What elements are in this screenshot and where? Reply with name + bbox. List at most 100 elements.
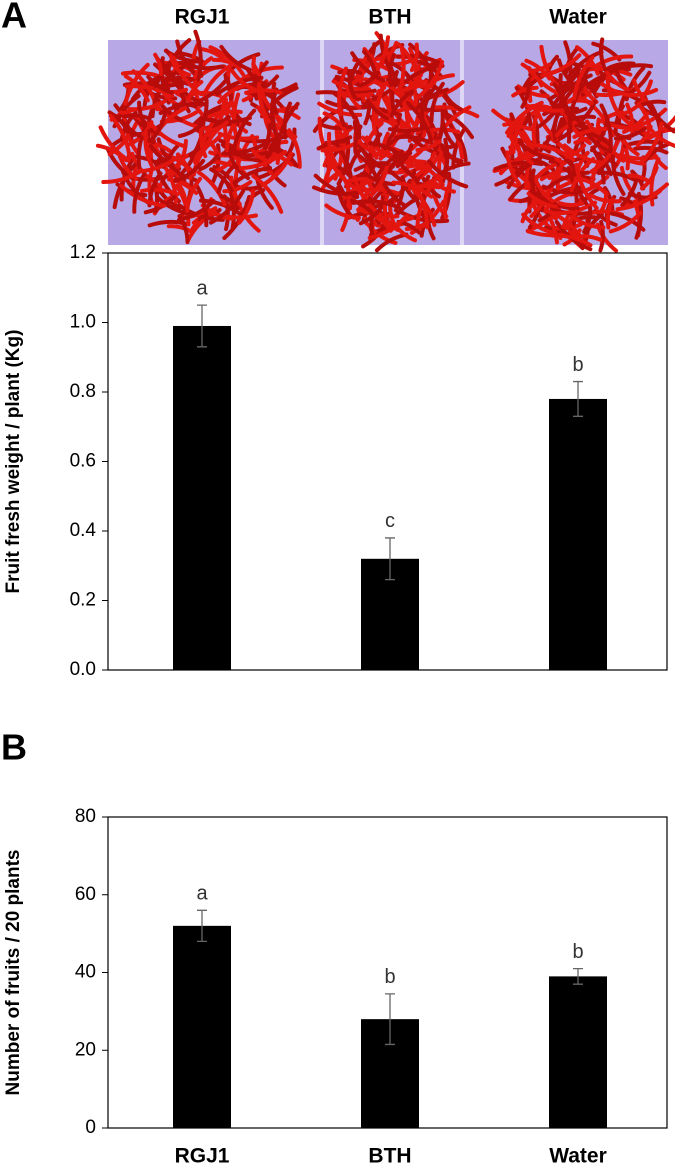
error-bar [573, 380, 583, 417]
pepper [534, 162, 557, 181]
pepper [171, 102, 198, 109]
pepper [327, 131, 339, 167]
pepper [511, 85, 539, 98]
pepper [613, 126, 647, 141]
pepper [193, 29, 203, 81]
pepper [176, 182, 188, 206]
pepper [253, 170, 274, 210]
y-tick-label: 20 [75, 1039, 96, 1060]
error-bar [385, 993, 395, 1046]
pepper-photo [95, 29, 675, 253]
pepper [583, 129, 611, 153]
pepper [368, 141, 405, 159]
pepper [231, 108, 257, 155]
pepper [526, 191, 558, 209]
pepper [552, 109, 562, 141]
pepper [391, 149, 420, 182]
pepper [185, 176, 203, 213]
significance-label: b [384, 966, 395, 988]
significance-label: a [196, 277, 208, 299]
pepper [196, 170, 227, 207]
pepper [566, 166, 583, 194]
pepper [382, 193, 390, 219]
pepper [390, 219, 418, 243]
pepper [572, 127, 609, 139]
y-tick-label: 0.0 [70, 659, 96, 680]
category-label: BTH [368, 6, 411, 29]
pepper [430, 178, 456, 194]
pepper [211, 57, 242, 69]
pepper [322, 111, 347, 132]
pepper [119, 183, 167, 208]
pepper [351, 199, 402, 210]
pepper [366, 98, 390, 121]
pepper [350, 51, 386, 83]
pepper [572, 55, 595, 101]
y-axis-label: Fruit fresh weight / plant (Kg) [3, 330, 24, 594]
y-tick-label: 0.8 [70, 381, 96, 402]
pepper [634, 191, 644, 240]
pepper [244, 88, 283, 95]
pepper [132, 171, 147, 214]
pepper [608, 210, 643, 234]
pepper [219, 44, 252, 72]
pepper [352, 175, 381, 216]
pepper [146, 74, 174, 95]
pepper [251, 174, 284, 214]
pepper [563, 113, 592, 146]
pepper [582, 206, 593, 234]
panel-label: A [1, 0, 27, 36]
pepper [162, 163, 178, 204]
pepper [398, 163, 423, 173]
pepper [219, 194, 240, 211]
pepper [609, 211, 646, 232]
pepper [169, 153, 189, 179]
pepper [122, 115, 141, 156]
pepper [360, 135, 379, 160]
pepper [399, 83, 434, 94]
pepper [540, 53, 582, 78]
pepper [209, 188, 246, 225]
pepper [505, 150, 522, 186]
pepper [442, 92, 463, 112]
significance-label: a [196, 883, 208, 905]
pepper [222, 180, 253, 194]
pepper [427, 138, 464, 164]
pepper [627, 173, 652, 184]
pepper [546, 170, 590, 190]
pepper [506, 129, 535, 166]
pepper [344, 84, 362, 110]
y-tick-label: 1.0 [70, 312, 96, 333]
pepper [108, 113, 132, 160]
pepper [615, 188, 663, 212]
pepper [623, 87, 659, 98]
pepper [149, 122, 185, 148]
pepper [588, 193, 622, 204]
pepper [387, 125, 428, 133]
bar [549, 976, 607, 1128]
pepper [550, 233, 593, 248]
pepper [313, 173, 360, 199]
pepper [228, 154, 251, 181]
pepper [494, 163, 525, 187]
pepper [520, 201, 537, 224]
pepper [120, 70, 170, 82]
pepper [311, 185, 360, 196]
pepper [551, 101, 590, 134]
pepper [337, 69, 363, 75]
pepper [127, 99, 167, 112]
pepper [604, 70, 630, 92]
pepper [140, 187, 180, 197]
pepper [257, 81, 271, 124]
y-axis-label: Number of fruits / 20 plants [3, 850, 24, 1096]
pepper [381, 94, 397, 143]
pepper [152, 64, 186, 104]
pepper [182, 62, 225, 71]
pepper [429, 81, 445, 123]
pepper [506, 156, 542, 190]
pepper [202, 120, 229, 151]
pepper [201, 63, 233, 97]
pepper [200, 47, 227, 63]
pepper [123, 74, 150, 103]
pepper [287, 128, 302, 169]
